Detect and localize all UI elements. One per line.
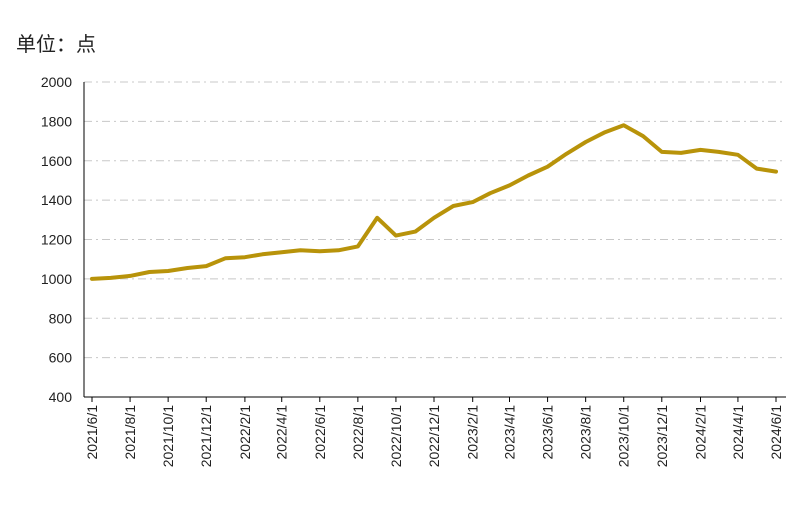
x-tick-label: 2024/4/1 [730, 405, 746, 460]
series-layer [90, 123, 778, 281]
y-tick-label: 600 [49, 350, 73, 366]
x-tick-labels: 2021/6/1 2021/8/1 2021/10/1 2021/12/1 2022/2… [84, 405, 784, 468]
y-tick-label: 1800 [41, 113, 72, 129]
x-tick-label: 2021/10/1 [160, 405, 176, 467]
x-tick-label: 2021/6/1 [84, 405, 100, 460]
x-tick-label: 2024/2/1 [692, 405, 708, 460]
x-tick-label: 2021/12/1 [198, 405, 214, 467]
y-tick-label: 1000 [41, 271, 72, 287]
series-line [90, 123, 778, 281]
x-tick-label: 2023/8/1 [578, 405, 594, 460]
x-tick-label: 2022/2/1 [237, 405, 253, 460]
y-tick-label: 2000 [41, 74, 72, 90]
grid-lines [84, 81, 786, 359]
axes [83, 82, 786, 402]
y-tick-label: 400 [49, 389, 73, 405]
x-tick-label: 2023/2/1 [465, 405, 481, 460]
x-tick-label: 2021/8/1 [122, 405, 138, 460]
unit-label: 单位：点 [16, 32, 96, 56]
x-tick-label: 2023/10/1 [616, 405, 632, 467]
y-tick-label: 1200 [41, 232, 72, 248]
x-tick-label: 2023/12/1 [654, 405, 670, 467]
y-tick-label: 1400 [41, 192, 72, 208]
x-tick-label: 2022/12/1 [426, 405, 442, 467]
y-tick-label: 800 [49, 310, 73, 326]
x-tick-label: 2022/10/1 [388, 405, 404, 467]
y-tick-labels: 400 600 800 1000 1200 1400 1600 1800 2000 [41, 74, 72, 405]
y-tick-label: 1600 [41, 153, 72, 169]
x-tick-label: 2022/4/1 [274, 405, 290, 460]
x-tick-label: 2024/6/1 [768, 405, 784, 460]
x-tick-label: 2022/8/1 [350, 405, 366, 460]
x-tick-label: 2023/6/1 [540, 405, 556, 460]
x-tick-label: 2023/4/1 [502, 405, 518, 460]
x-tick-label: 2022/6/1 [312, 405, 328, 460]
